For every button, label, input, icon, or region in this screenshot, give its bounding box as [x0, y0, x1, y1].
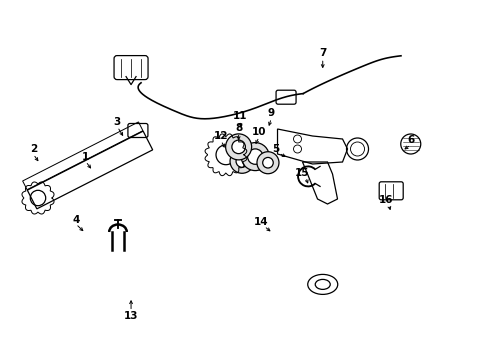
Text: 6: 6 [407, 135, 413, 145]
Ellipse shape [247, 149, 263, 164]
Text: 7: 7 [318, 48, 326, 58]
Ellipse shape [229, 149, 254, 173]
Text: 5: 5 [272, 144, 279, 154]
Text: 1: 1 [82, 152, 89, 162]
Text: 12: 12 [213, 131, 228, 141]
Ellipse shape [225, 134, 251, 160]
Text: 11: 11 [232, 111, 246, 121]
Text: 2: 2 [30, 144, 37, 154]
Text: 4: 4 [72, 215, 80, 225]
Text: 3: 3 [114, 117, 121, 127]
Text: 13: 13 [123, 311, 138, 321]
Text: 9: 9 [267, 108, 274, 118]
Text: 8: 8 [235, 123, 242, 133]
Ellipse shape [236, 155, 247, 167]
Text: 15: 15 [294, 168, 309, 178]
Ellipse shape [257, 152, 278, 174]
Ellipse shape [231, 140, 245, 154]
Text: 10: 10 [251, 127, 266, 138]
Ellipse shape [241, 143, 269, 171]
Ellipse shape [262, 157, 273, 168]
Text: 14: 14 [254, 217, 268, 228]
Text: 16: 16 [378, 195, 393, 205]
